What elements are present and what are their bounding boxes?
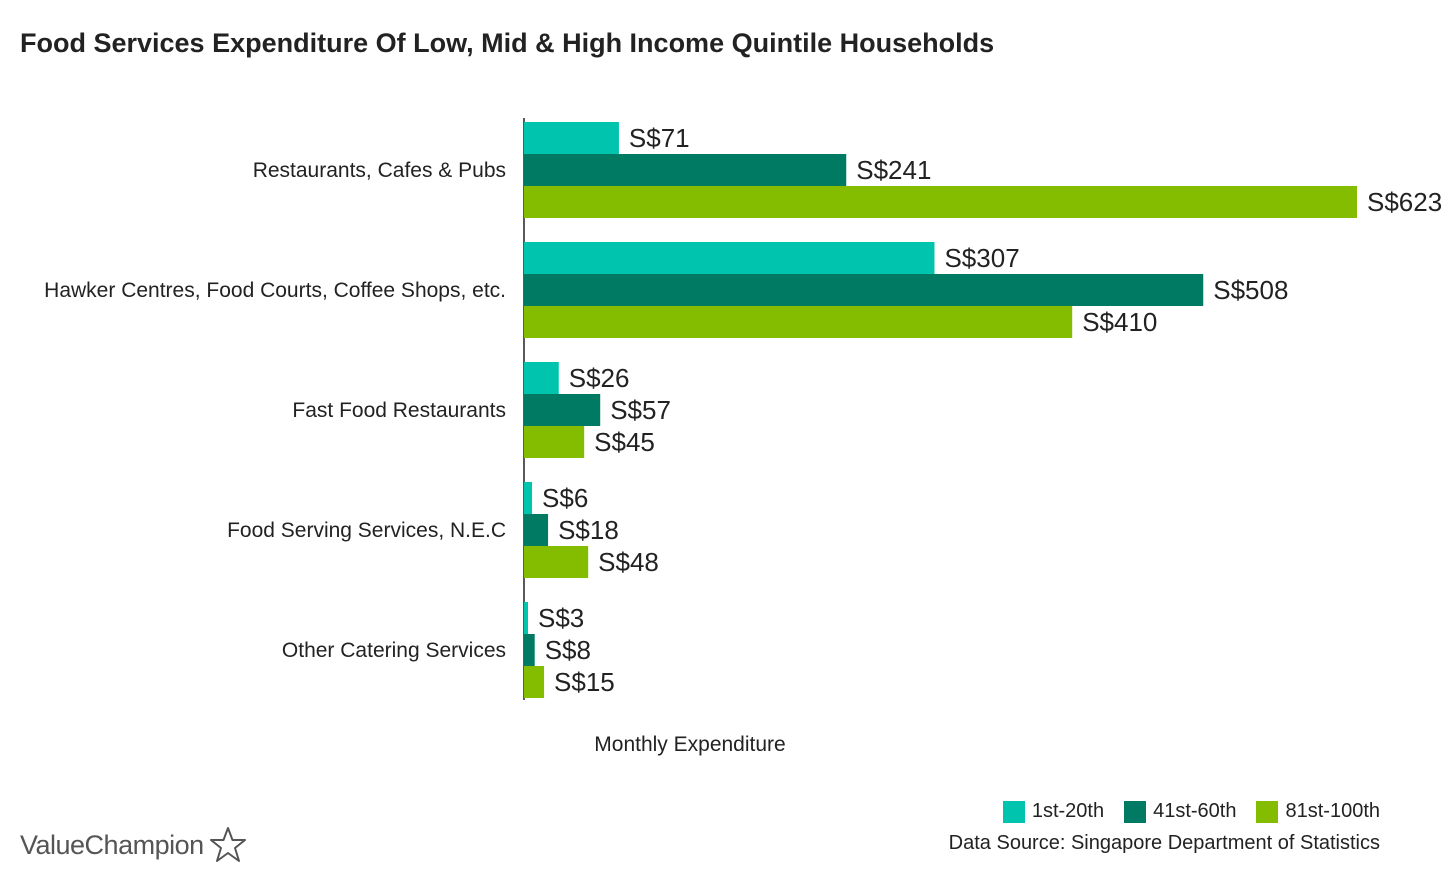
bar-value-label: S$18 xyxy=(558,515,619,545)
bar-value-label: S$623 xyxy=(1367,187,1442,217)
bar xyxy=(524,514,549,546)
bar xyxy=(524,602,529,634)
bar xyxy=(524,154,847,186)
legend-swatch-41st-60th xyxy=(1124,800,1147,823)
category-label: Fast Food Restaurants xyxy=(292,399,506,422)
category-label: Other Catering Services xyxy=(282,639,506,662)
bar-value-label: S$6 xyxy=(542,483,588,513)
bar xyxy=(524,634,535,666)
brand-name: ValueChampion xyxy=(20,829,204,860)
legend-label-41st-60th: 41st-60th xyxy=(1153,800,1237,822)
bar-value-label: S$48 xyxy=(598,547,659,577)
bar xyxy=(524,482,533,514)
legend-swatch-1st-20th xyxy=(1002,800,1025,823)
category-label: Hawker Centres, Food Courts, Coffee Shop… xyxy=(44,279,506,302)
bar-chart: Restaurants, Cafes & Pubs S$71 S$241 S$623 H… xyxy=(44,118,1442,700)
data-source: Data Source: Singapore Department of Sta… xyxy=(948,832,1380,854)
bar xyxy=(524,186,1357,218)
legend-item-81st-100th: 81st-100th xyxy=(1256,800,1380,823)
brand-logo: ValueChampion xyxy=(20,825,248,865)
bar-value-label: S$15 xyxy=(554,667,615,697)
legend-swatch-81st-100th xyxy=(1256,800,1279,823)
category-label: Food Serving Services, N.E.C xyxy=(227,519,506,542)
bar xyxy=(524,242,935,274)
bar-value-label: S$57 xyxy=(610,395,671,425)
legend-item-1st-20th: 1st-20th xyxy=(1002,800,1105,823)
bar-value-label: S$410 xyxy=(1082,307,1157,337)
legend: 1st-20th 41st-60th 81st-100th xyxy=(1002,800,1380,823)
bar xyxy=(524,122,619,154)
bar xyxy=(524,362,559,394)
bar-value-label: S$3 xyxy=(538,603,584,633)
bar-value-label: S$45 xyxy=(594,427,655,457)
bar xyxy=(524,426,585,458)
bar-value-label: S$26 xyxy=(569,363,630,393)
bar xyxy=(524,394,601,426)
category-label: Restaurants, Cafes & Pubs xyxy=(253,159,506,182)
legend-item-41st-60th: 41st-60th xyxy=(1124,800,1236,823)
bar xyxy=(524,546,589,578)
bar-value-label: S$71 xyxy=(629,123,690,153)
legend-label-81st-100th: 81st-100th xyxy=(1285,800,1380,822)
legend-label-1st-20th: 1st-20th xyxy=(1031,800,1105,822)
x-axis-label: Monthly Expenditure xyxy=(594,733,786,756)
bar xyxy=(524,306,1073,338)
bar-value-label: S$241 xyxy=(856,155,931,185)
star-outline-icon xyxy=(209,827,246,862)
bar xyxy=(524,274,1204,306)
bar-value-label: S$508 xyxy=(1213,275,1288,305)
bar-value-label: S$8 xyxy=(545,635,591,665)
bar-value-label: S$307 xyxy=(944,243,1019,273)
bar xyxy=(524,666,545,698)
chart-title: Food Services Expenditure Of Low, Mid & … xyxy=(20,28,995,58)
